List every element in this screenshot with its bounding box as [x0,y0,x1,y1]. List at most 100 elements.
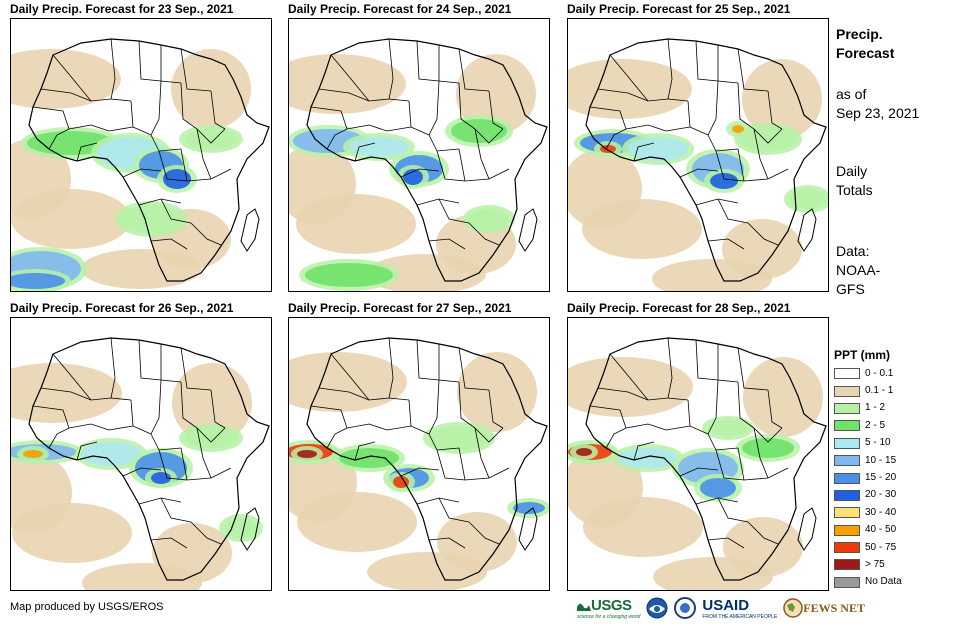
country-border [138,497,182,505]
country-border [388,337,410,401]
country-border [667,38,689,102]
country-border [747,521,779,545]
country-border [150,433,182,451]
africa-outline [28,337,270,581]
country-border [665,126,709,136]
legend-item: 15 - 20 [834,469,964,486]
country-border [695,198,739,206]
country-border [717,344,739,383]
legend-label: 2 - 5 [865,419,886,431]
forecast-panel-3: Daily Precip. Forecast for 25 Sep., 2021 [567,1,829,292]
country-border [318,387,370,401]
forecast-panel-4: Daily Precip. Forecast for 26 Sep., 2021 [10,300,272,591]
country-border [160,497,192,523]
legend-label: 10 - 15 [865,454,897,466]
africa-map-svg [11,38,270,291]
rain-area [740,127,796,151]
country-border [416,497,460,505]
country-border [190,222,222,246]
country-border [625,423,667,431]
africa-map-svg [289,337,549,590]
forecast-panel-2: Daily Precip. Forecast for 24 Sep., 2021 [288,1,550,292]
country-border [346,423,388,431]
country-border [695,339,719,381]
rain-area [121,205,181,233]
country-border [428,379,440,435]
country-border [416,339,440,381]
legend-item: 30 - 40 [834,504,964,521]
country-border [190,521,222,545]
country-border [196,128,212,180]
legend-swatch [834,368,860,380]
country-border [416,198,460,206]
rain-area [163,169,191,189]
country-border [679,168,719,178]
side-title: Precip. Forecast [836,26,895,61]
legend-swatch [834,489,860,501]
legend-label: 0 - 0.1 [865,367,894,379]
country-border [32,106,70,130]
light-rain-area [568,59,692,119]
country-border [717,45,739,84]
light-rain-area [82,563,202,590]
country-border [747,222,779,246]
country-border [438,198,470,224]
country-border [767,389,783,429]
noaa-logo [646,597,668,619]
rain-area [742,438,794,458]
legend-swatch [834,559,860,571]
country-border [386,126,430,136]
country-border [196,128,226,144]
africa-outline [306,38,548,282]
country-border [458,447,466,481]
country-border [326,427,348,449]
legend-swatch [834,524,860,536]
country-border [138,339,162,381]
legend-item: 0 - 0.1 [834,365,964,382]
rain-area [403,169,423,185]
rain-area [339,448,399,468]
country-border [753,427,783,443]
country-border [150,537,188,549]
country-border [468,521,500,545]
country-border [180,48,212,92]
legend-item: No Data [834,574,964,591]
country-border [210,389,226,429]
country-border [458,82,476,130]
country-border [753,427,769,479]
country-border [180,447,188,481]
africa-map-svg [568,38,828,291]
country-border [110,38,132,102]
panel-title: Daily Precip. Forecast for 27 Sep., 2021 [288,301,512,315]
country-border [737,347,769,391]
precip-map [288,317,550,591]
light-rain-area [743,357,823,437]
country-border [122,467,162,477]
rain-area [185,428,237,448]
country-border [180,381,198,429]
country-border [346,124,388,132]
light-rain-area [289,352,407,412]
legend-item: 1 - 2 [834,400,964,417]
madagascar-outline [518,507,538,551]
light-rain-area [456,54,536,134]
country-border [130,100,134,128]
light-rain-area [366,254,486,291]
legend-swatch [834,542,860,554]
forecast-panel-5: Daily Precip. Forecast for 27 Sep., 2021 [288,300,550,591]
country-border [438,497,470,523]
nasa-seal-logo [674,597,697,619]
country-border [707,238,745,250]
light-rain-area [171,49,251,129]
country-border [210,90,226,130]
country-border [388,38,410,102]
africa-outline [306,337,548,581]
madagascar-outline [797,507,817,551]
country-border [158,449,188,481]
country-border [428,537,466,549]
country-border [416,40,440,82]
country-border [160,344,182,383]
country-border [436,150,466,182]
madagascar-outline [797,208,817,252]
country-border [695,40,719,82]
